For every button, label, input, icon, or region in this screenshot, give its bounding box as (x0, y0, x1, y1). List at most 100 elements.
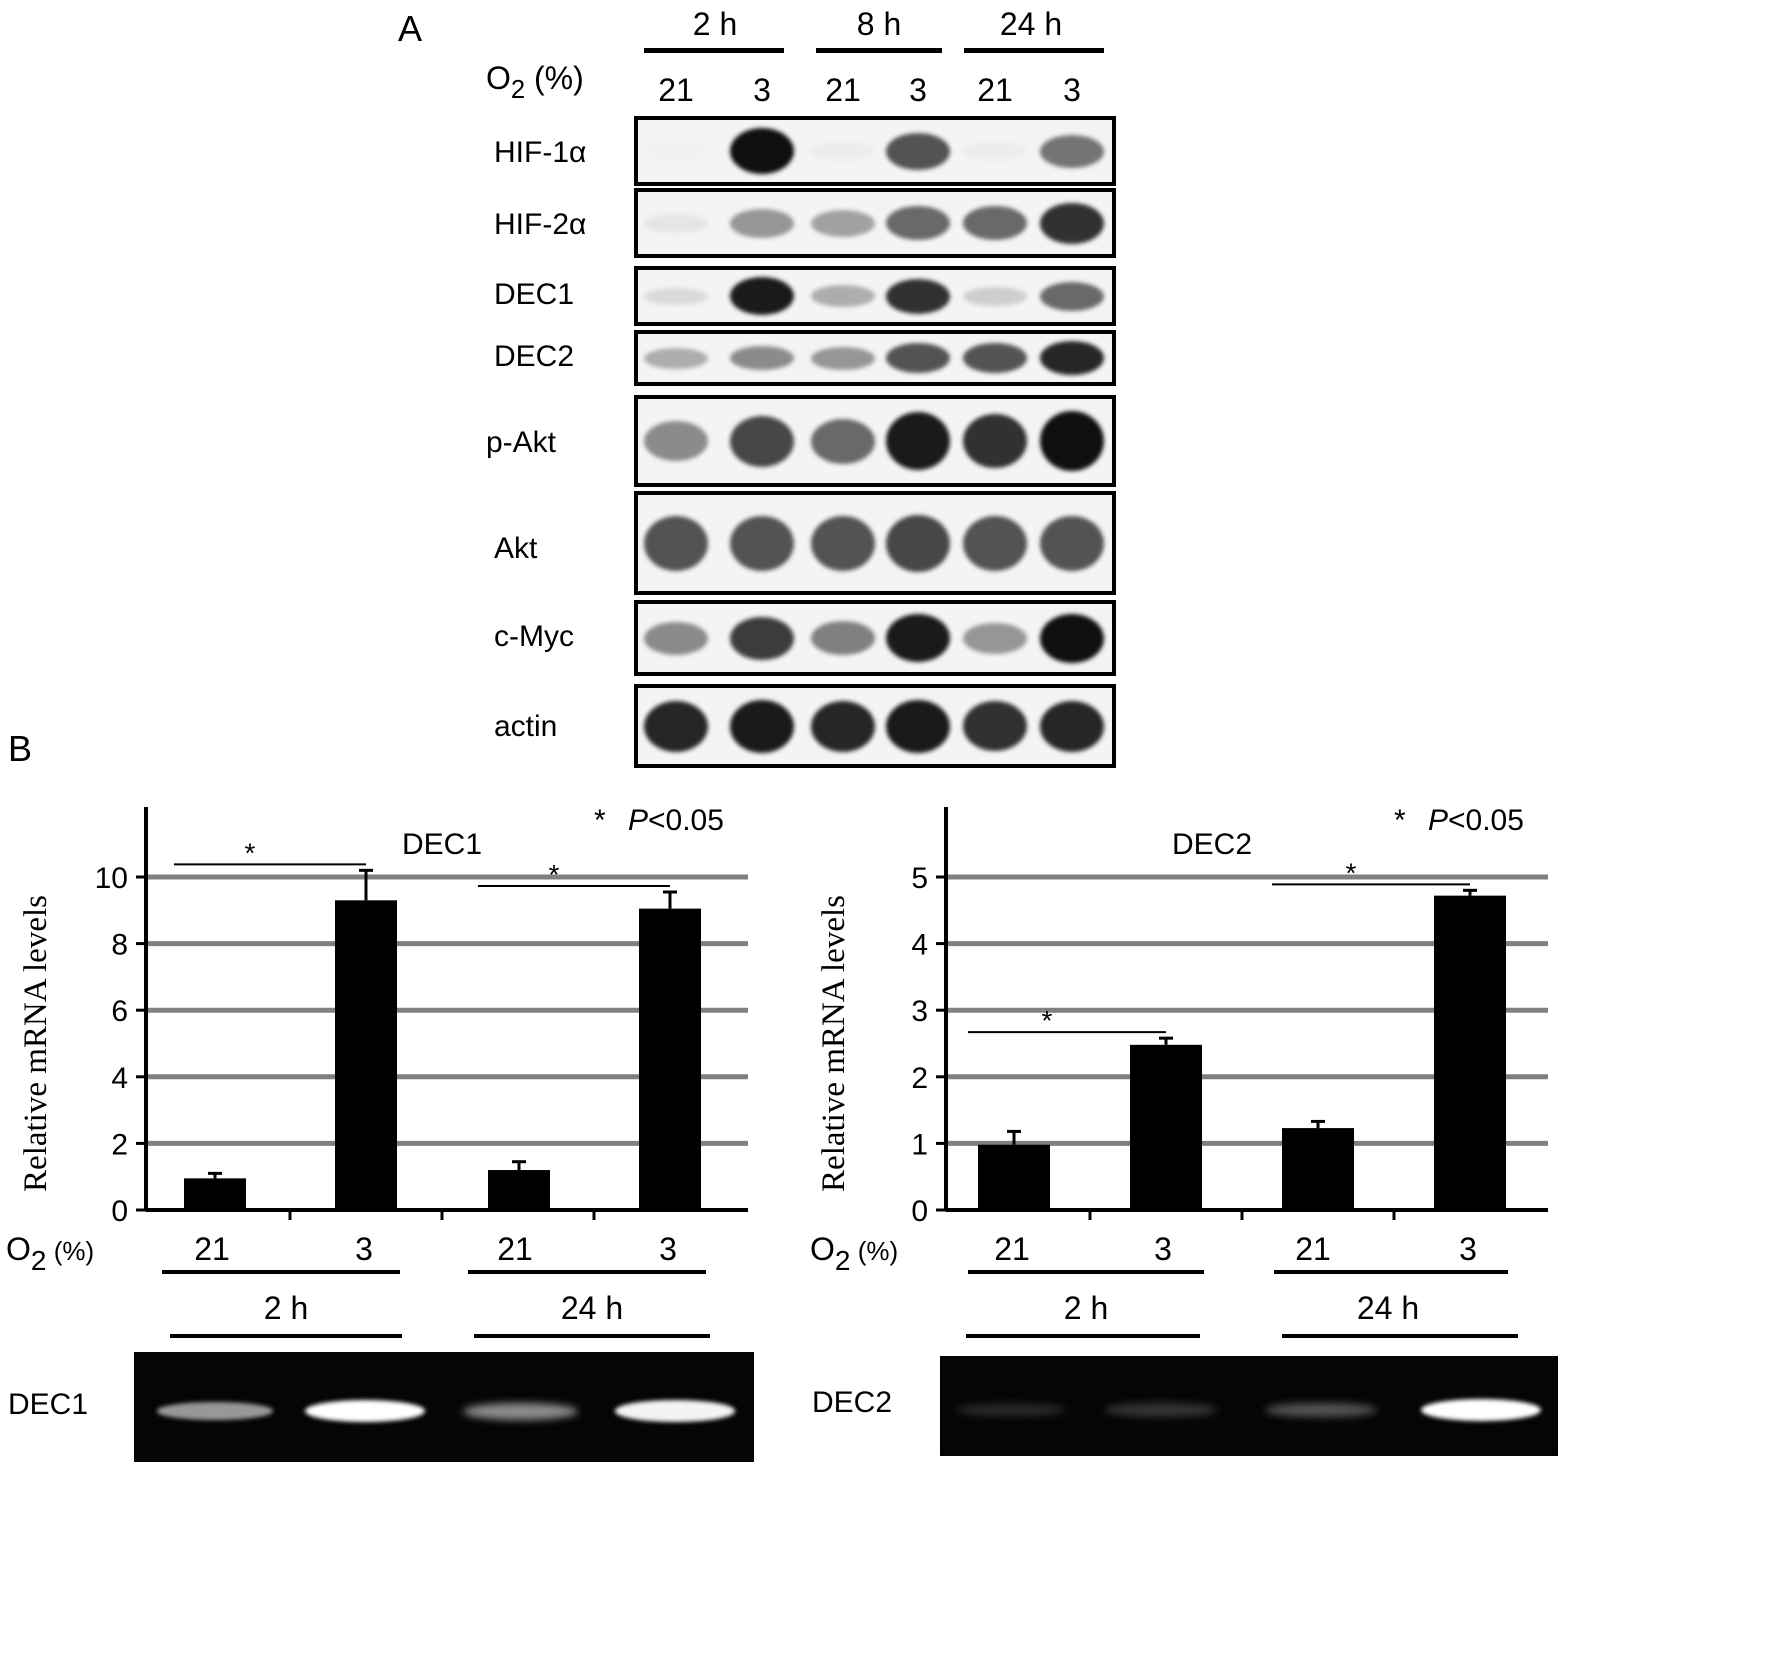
blot-0-band-0 (644, 142, 708, 160)
dec1-legend-p: P<0.05 (628, 804, 724, 837)
blot-7-band-4 (963, 701, 1027, 751)
dec2-legend-p: P<0.05 (1428, 804, 1524, 837)
blot-label-5: Akt (494, 532, 538, 565)
blot-1-band-1 (730, 208, 794, 238)
lane-label-5: 3 (1063, 72, 1081, 108)
blot-6-band-0 (644, 621, 708, 655)
blot-7-band-5 (1040, 700, 1104, 752)
dec2-group-label-0: 2 h (1063, 1290, 1109, 1326)
blot-7-band-3 (886, 699, 950, 753)
blot-label-3: DEC2 (494, 340, 575, 373)
blot-label-1: HIF-2α (494, 208, 587, 241)
blot-3-band-3 (886, 343, 950, 373)
panel-a-letter: A (398, 8, 423, 49)
dec1-category-label-2: 21 (497, 1231, 533, 1267)
dec1-category-underline-0 (162, 1270, 400, 1274)
o2-axis-label-a: O2 (%) (486, 60, 584, 104)
dec1-gel-band-0 (157, 1402, 273, 1420)
blot-1-band-5 (1040, 202, 1104, 244)
dec2-gel-band-1 (1105, 1403, 1217, 1417)
time-group-24h-line (964, 48, 1104, 53)
blot-5 (634, 491, 1116, 595)
dec1-gel-label: DEC1 (8, 1388, 89, 1421)
blot-3-band-4 (963, 343, 1027, 373)
dec2-ytick-label-2: 2 (911, 1062, 928, 1095)
blot-7-band-0 (644, 700, 708, 752)
blot-0-band-3 (886, 132, 950, 170)
dec2-gel-band-3 (1421, 1399, 1541, 1421)
lane-label-2: 21 (825, 72, 861, 108)
dec1-ytick-label-1: 2 (111, 1128, 128, 1161)
dec1-gel (134, 1352, 754, 1462)
blot-7-band-2 (811, 700, 875, 752)
blot-6-band-5 (1040, 613, 1104, 663)
blot-0 (634, 116, 1116, 186)
dec1-bar-1 (335, 900, 397, 1210)
dec2-o2-label: O2 (%) (810, 1231, 898, 1276)
blot-4-band-0 (644, 421, 708, 461)
blot-6-band-3 (886, 614, 950, 662)
dec2-bar-2 (1282, 1128, 1354, 1210)
blot-5-band-5 (1040, 515, 1104, 571)
blot-2-band-1 (730, 277, 794, 315)
blot-label-2: DEC1 (494, 278, 575, 311)
dec2-category-label-0: 21 (994, 1231, 1030, 1267)
dec2-ytick-label-5: 5 (911, 862, 928, 895)
dec1-ylabel: Relative mRNA levels (18, 895, 54, 1192)
dec2-category-underline-1 (1274, 1270, 1508, 1274)
blot-2-band-4 (963, 286, 1027, 306)
blot-0-band-1 (730, 128, 794, 174)
blot-6 (634, 600, 1116, 676)
dec1-legend-star: * (594, 804, 606, 837)
blot-2 (634, 266, 1116, 326)
dec1-o2-label: O2 (%) (6, 1231, 94, 1276)
dec2-group-underline-1 (1282, 1334, 1518, 1338)
blot-label-7: actin (494, 710, 558, 743)
blot-5-band-0 (644, 515, 708, 571)
blot-2-band-5 (1040, 281, 1104, 311)
blot-5-band-1 (730, 515, 794, 571)
dec1-bar-chart: 0 2 4 6 8 10 Relative mRNA levels DEC1 * P<0.05 * *… (6, 804, 748, 1276)
dec2-category-label-1: 3 (1154, 1231, 1172, 1267)
dec2-legend-star: * (1394, 804, 1406, 837)
dec1-sig-star-1: * (549, 859, 560, 890)
dec1-title: DEC1 (402, 828, 482, 861)
lane-label-4: 21 (977, 72, 1013, 108)
blot-3-band-1 (730, 346, 794, 370)
dec1-gel-band-3 (615, 1400, 735, 1422)
blot-0-band-2 (811, 142, 875, 160)
dec2-bar-1 (1130, 1044, 1202, 1210)
lane-label-0: 21 (658, 72, 694, 108)
dec1-category-underline-1 (468, 1270, 706, 1274)
dec1-category-label-3: 3 (659, 1231, 677, 1267)
blot-6-band-4 (963, 622, 1027, 654)
dec2-ylabel: Relative mRNA levels (816, 895, 852, 1192)
blot-1-band-0 (644, 213, 708, 233)
blot-4 (634, 395, 1116, 487)
dec2-sig-star-0: * (1042, 1005, 1053, 1036)
blot-3-band-0 (644, 347, 708, 369)
dec1-bar-2 (488, 1170, 550, 1210)
dec1-bar-0 (184, 1178, 246, 1210)
dec2-ytick-label-0: 0 (911, 1195, 928, 1228)
dec2-bar-chart: 0 1 2 3 4 5 Relative mRNA levels DEC2 * P<0.05 * * O… (810, 804, 1548, 1276)
dec2-ytick-label-3: 3 (911, 995, 928, 1028)
blot-4-band-1 (730, 415, 794, 467)
blot-6-band-2 (811, 621, 875, 655)
blot-2-band-0 (644, 287, 708, 305)
dec1-ytick-label-0: 0 (111, 1195, 128, 1228)
blot-0-band-5 (1040, 134, 1104, 168)
dec1-gel-band-2 (462, 1402, 578, 1420)
lane-label-1: 3 (753, 72, 771, 108)
blot-1-band-4 (963, 206, 1027, 240)
blot-2-band-3 (886, 278, 950, 314)
dec1-group-label-0: 2 h (263, 1290, 309, 1326)
dec2-group-underline-0 (966, 1334, 1200, 1338)
dec1-sig-star-0: * (245, 837, 256, 868)
blot-1 (634, 188, 1116, 258)
blot-5-band-2 (811, 515, 875, 571)
blot-1-band-2 (811, 209, 875, 237)
time-group-24h: 24 h (999, 6, 1063, 42)
time-group-8h: 8 h (856, 6, 902, 42)
dec1-ytick-label-5: 10 (95, 862, 128, 895)
